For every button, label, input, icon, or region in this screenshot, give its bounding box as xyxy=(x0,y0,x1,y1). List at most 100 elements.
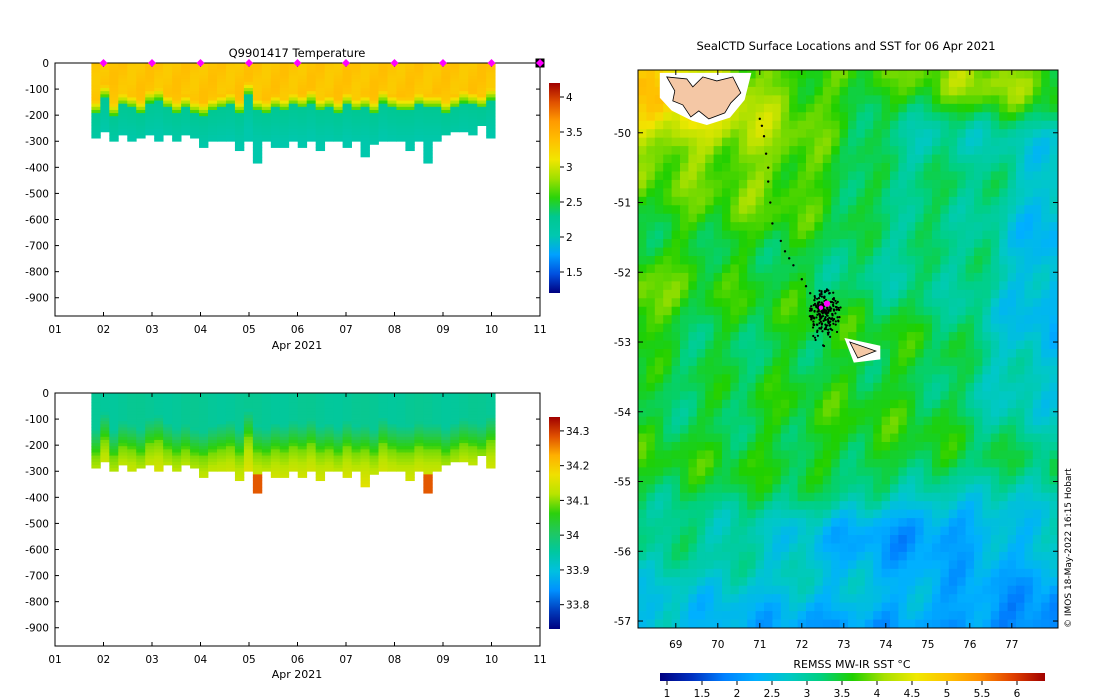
profile-cell xyxy=(333,464,343,469)
profile-cell xyxy=(486,396,496,400)
sst-cell xyxy=(856,205,866,215)
profile-cell xyxy=(306,455,317,460)
sst-cell xyxy=(789,247,798,257)
sst-cell xyxy=(1016,137,1025,147)
profile-cell xyxy=(333,103,343,108)
salinity-colorbar xyxy=(549,417,560,629)
profile-cell xyxy=(261,402,272,406)
sst-cell xyxy=(856,78,866,88)
profile-cell xyxy=(423,452,433,456)
profile-cell xyxy=(441,433,451,438)
sst-cell xyxy=(831,332,840,341)
sst-cell xyxy=(932,315,941,325)
profile-cell xyxy=(91,78,101,83)
profile-cell xyxy=(118,433,128,438)
sst-cell xyxy=(772,442,782,451)
sst-cell xyxy=(864,239,874,248)
profile-cell xyxy=(225,81,236,86)
sst-cell xyxy=(990,256,1000,265)
sst-cell xyxy=(638,382,647,392)
sst-cell xyxy=(990,112,1000,122)
sst-cell xyxy=(948,391,958,401)
sst-cell xyxy=(965,154,975,164)
sst-cell xyxy=(680,492,689,502)
profile-cell xyxy=(405,97,415,101)
sst-cell xyxy=(839,332,849,341)
sst-cell xyxy=(680,146,689,155)
sst-cell xyxy=(738,332,748,341)
sst-cell xyxy=(923,264,933,274)
profile-cell xyxy=(360,109,370,114)
sst-cell xyxy=(663,382,672,392)
profile-cell xyxy=(261,455,272,460)
profile-cell xyxy=(270,88,281,92)
sst-cell xyxy=(999,298,1008,308)
profile-cell xyxy=(234,436,245,441)
profile-cell xyxy=(252,66,263,70)
profile-cell xyxy=(297,405,308,410)
profile-cell xyxy=(369,94,379,98)
profile-cell xyxy=(396,100,406,105)
profile-cell xyxy=(360,91,370,95)
sst-cell xyxy=(722,137,731,147)
profile-cell xyxy=(261,97,272,101)
y-tick-label: -600 xyxy=(25,214,49,226)
sst-cell xyxy=(713,391,723,401)
sst-cell xyxy=(705,137,714,147)
profile-cell xyxy=(324,97,335,101)
profile-cell xyxy=(252,100,263,105)
sst-cell xyxy=(822,78,832,88)
profile-cell xyxy=(208,125,218,130)
profile-cell xyxy=(351,405,361,410)
temperature-y-axis: 0-100-200-300-400-500-600-700-800-900 xyxy=(25,58,540,305)
sst-cell xyxy=(755,357,765,367)
profile-cell xyxy=(405,75,415,80)
sst-cell xyxy=(814,247,824,257)
sst-cell xyxy=(806,374,815,384)
profile-cell xyxy=(306,81,317,86)
sst-cell xyxy=(814,382,824,392)
sst-cell xyxy=(1024,213,1034,223)
profile-cell xyxy=(163,414,173,419)
profile-cell xyxy=(288,405,299,410)
sst-cell xyxy=(755,450,765,460)
profile-cell xyxy=(252,69,263,73)
profile-cell xyxy=(136,113,146,117)
sst-cell xyxy=(898,442,908,451)
sst-cell xyxy=(1032,230,1042,240)
profile-cell xyxy=(333,78,343,83)
profile-cell xyxy=(405,134,415,139)
sst-cell xyxy=(722,281,731,291)
profile-cell xyxy=(423,468,433,472)
profile-cell xyxy=(477,411,487,416)
sst-cell xyxy=(974,120,983,130)
profile-cell xyxy=(279,116,290,120)
profile-cell xyxy=(423,63,433,67)
profile-cell xyxy=(324,421,335,425)
profile-cell xyxy=(315,109,326,114)
profile-cell xyxy=(405,471,415,475)
profile-cell xyxy=(441,97,451,101)
sst-cell xyxy=(1041,179,1050,189)
sst-cell xyxy=(764,272,773,282)
sst-cell xyxy=(1049,349,1058,358)
sst-cell xyxy=(638,408,647,418)
profile-cell xyxy=(118,72,128,76)
profile-cell xyxy=(405,63,415,67)
sst-cell xyxy=(957,306,966,316)
profile-cell xyxy=(252,84,263,89)
profile-cell xyxy=(315,88,326,92)
profile-cell xyxy=(216,461,227,466)
profile-cell xyxy=(450,97,460,101)
sst-cell xyxy=(806,205,815,215)
profile-cell xyxy=(199,471,209,475)
profile-cell xyxy=(225,138,236,142)
profile-cell xyxy=(288,458,299,463)
sst-cell xyxy=(755,492,765,502)
y-tick-label: -500 xyxy=(25,188,49,200)
profile-cell xyxy=(432,63,442,67)
sst-cell xyxy=(772,213,782,223)
profile-cell xyxy=(459,103,469,108)
profile-cell xyxy=(100,97,110,101)
sst-cell xyxy=(1041,196,1050,206)
